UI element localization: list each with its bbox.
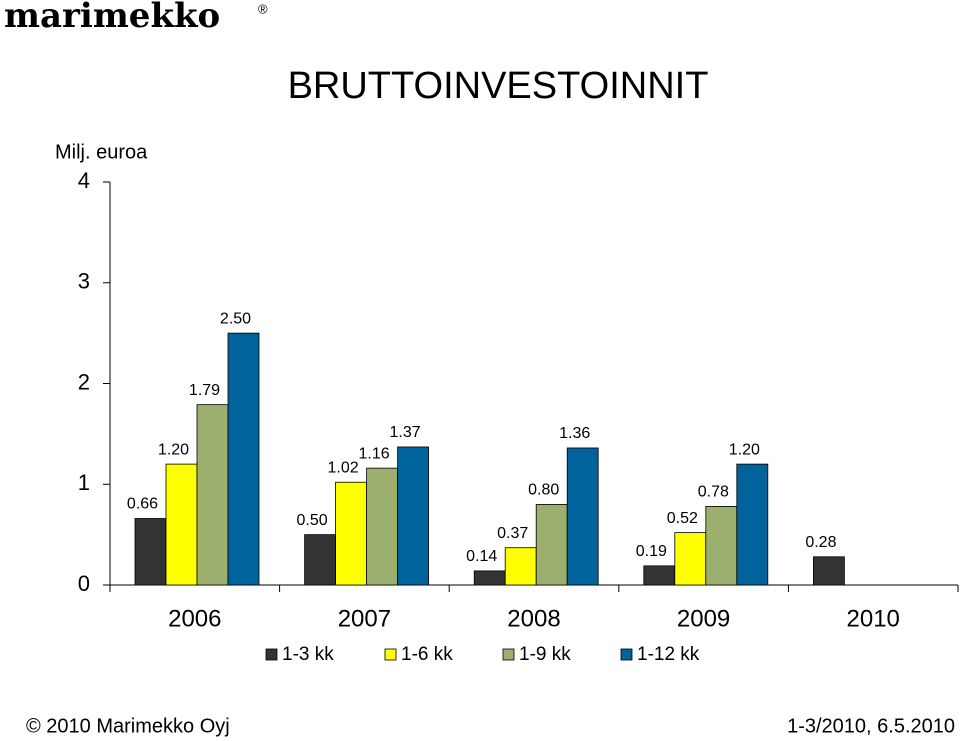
chart-title: BRUTTOINVESTOINNIT — [288, 65, 709, 107]
x-tick-label: 2007 — [338, 605, 391, 632]
bar — [165, 463, 198, 586]
data-label: 1.16 — [359, 445, 390, 462]
data-label: 2.50 — [220, 310, 251, 327]
y-tick-label: 4 — [78, 168, 90, 193]
y-axis-label: Milj. euroa — [55, 141, 148, 163]
y-tick-label: 0 — [78, 571, 90, 596]
legend-swatch — [384, 648, 397, 661]
x-tick-label: 2008 — [507, 605, 560, 632]
y-tick-label: 2 — [78, 369, 90, 394]
data-label: 1.79 — [189, 382, 220, 399]
data-label: 0.52 — [667, 510, 698, 527]
data-label: 0.78 — [698, 484, 729, 501]
bar — [566, 447, 599, 586]
data-label: 0.37 — [497, 525, 528, 542]
bar — [227, 332, 260, 586]
data-label: 1.36 — [559, 425, 590, 442]
legend-swatch — [620, 648, 633, 661]
bar — [535, 503, 568, 586]
y-tick-label: 1 — [78, 470, 90, 495]
data-label: 1.37 — [390, 424, 421, 441]
x-tick-label: 2009 — [677, 605, 730, 632]
legend-label: 1-12 kk — [637, 644, 700, 665]
bar — [196, 404, 229, 586]
bar — [473, 570, 506, 586]
bar — [304, 534, 337, 586]
bar — [705, 506, 738, 586]
bar — [736, 463, 769, 586]
data-label: 0.50 — [297, 512, 328, 529]
data-label: 1.20 — [729, 441, 760, 458]
logo: marimekko — [4, 0, 220, 36]
bar — [397, 446, 430, 586]
footer-left: © 2010 Marimekko Oyj — [26, 715, 230, 737]
data-label: 0.80 — [528, 482, 559, 499]
data-label: 0.14 — [466, 548, 497, 565]
legend-label: 1-3 kk — [282, 644, 334, 665]
legend-label: 1-9 kk — [519, 644, 571, 665]
legend-swatch — [265, 648, 278, 661]
bar — [643, 565, 676, 586]
footer-right: 1-3/2010, 6.5.2010 — [787, 715, 955, 737]
data-label: 0.28 — [805, 534, 836, 551]
bar — [674, 532, 707, 586]
bar — [335, 481, 368, 586]
y-tick-label: 3 — [78, 269, 90, 294]
bar — [504, 547, 537, 586]
data-label: 1.02 — [328, 459, 359, 476]
legend-label: 1-6 kk — [401, 644, 453, 665]
data-label: 0.66 — [127, 496, 158, 513]
logo-mark: ® — [258, 1, 268, 16]
bar — [366, 467, 399, 586]
bar — [134, 518, 167, 586]
legend-swatch — [502, 648, 515, 661]
x-tick-label: 2010 — [847, 605, 900, 632]
data-label: 1.20 — [158, 441, 189, 458]
x-tick-label: 2006 — [168, 605, 221, 632]
bar — [813, 556, 845, 586]
data-label: 0.19 — [636, 543, 667, 560]
